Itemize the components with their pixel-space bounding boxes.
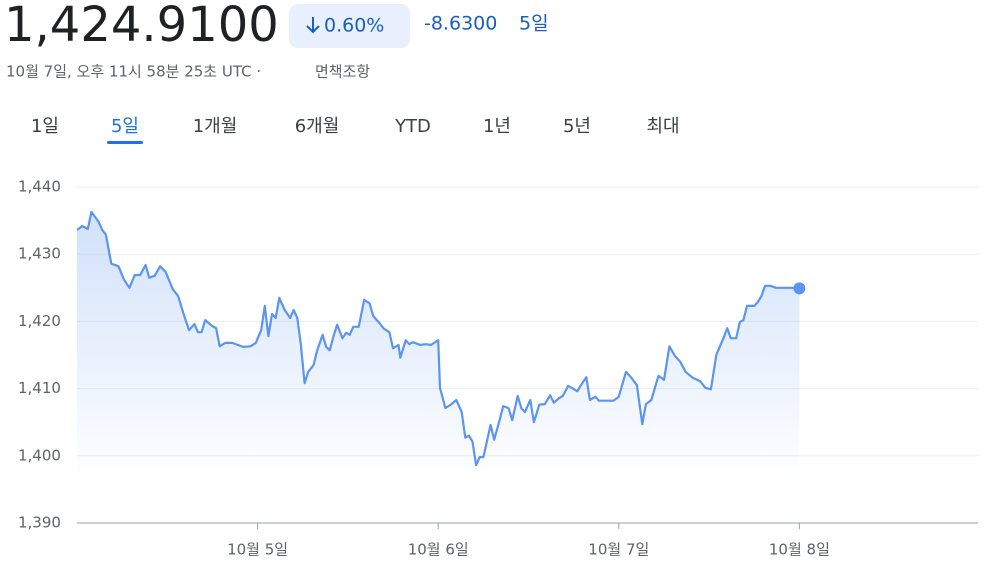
tab[interactable]: 1개월: [193, 116, 238, 137]
x-tick-label: 10월 8일: [769, 541, 830, 559]
y-tick-label: 1,390: [18, 514, 61, 532]
y-tick-label: 1,440: [18, 178, 61, 196]
down-arrow: [306, 17, 320, 34]
period: 5일: [519, 13, 549, 35]
y-tick-label: 1,420: [18, 312, 61, 330]
tab[interactable]: 5년: [563, 116, 591, 137]
x-tick-label: 10월 7일: [588, 541, 649, 559]
change: -8.6300: [424, 13, 497, 35]
end-dot: [793, 282, 806, 295]
y-tick-label: 1,410: [18, 379, 61, 397]
x-tick-label: 10월 5일: [227, 541, 288, 559]
price: 1,424.9100: [4, 0, 279, 53]
change-badge: [289, 4, 410, 48]
x-tick-label: 10월 6일: [408, 541, 469, 559]
tab[interactable]: 1년: [483, 116, 511, 137]
change-percent: 0.60%: [324, 15, 384, 37]
tab-underline: [107, 141, 143, 144]
tab[interactable]: 5일: [111, 116, 139, 137]
tab[interactable]: 1일: [31, 116, 59, 137]
y-tick-label: 1,400: [18, 446, 61, 464]
disclaimer[interactable]: 면책조항: [315, 63, 370, 81]
timestamp: 10월 7일, 오후 11시 58분 25초 UTC ·: [6, 63, 261, 81]
tab[interactable]: YTD: [394, 116, 431, 137]
tab[interactable]: 최대: [646, 116, 679, 137]
y-tick-label: 1,430: [18, 245, 61, 263]
line: [76, 210, 800, 467]
tab[interactable]: 6개월: [295, 116, 340, 137]
